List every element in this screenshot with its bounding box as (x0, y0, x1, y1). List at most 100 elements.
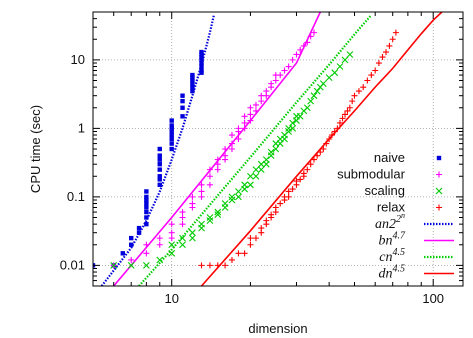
data-point (241, 250, 248, 257)
data-point (168, 249, 176, 257)
data-point (285, 128, 293, 135)
data-point (247, 111, 254, 118)
data-point (189, 229, 196, 237)
y-axis-ticks: 0.01 0.1 1 10 (60, 18, 463, 282)
y-tick-label: 0.1 (67, 189, 85, 204)
legend-label-base: bn (379, 234, 393, 249)
data-point (221, 200, 229, 207)
data-point (214, 208, 222, 216)
data-point (383, 49, 390, 56)
data-point (157, 146, 162, 152)
data-point (281, 67, 288, 74)
data-point (296, 112, 304, 120)
data-point (252, 172, 260, 180)
data-point (228, 140, 235, 147)
data-point (199, 57, 204, 63)
series-naive (93, 49, 204, 268)
data-point (342, 111, 349, 118)
data-point (293, 51, 300, 58)
data-point (319, 80, 327, 88)
data-point (241, 113, 248, 120)
data-point (263, 217, 270, 224)
data-point (277, 200, 284, 207)
data-point (222, 262, 229, 269)
data-point (156, 241, 163, 248)
data-point (247, 117, 254, 124)
data-point (199, 64, 204, 69)
data-point (241, 119, 248, 126)
data-point (293, 178, 300, 185)
data-point (339, 115, 346, 122)
data-point (190, 75, 195, 80)
legend-label: an22n (375, 211, 405, 232)
data-point (252, 235, 259, 242)
data-point (169, 129, 174, 134)
data-point (355, 88, 362, 95)
data-point (228, 196, 236, 204)
data-point (180, 114, 185, 119)
data-point (375, 60, 382, 67)
data-point (289, 186, 296, 193)
data-point (235, 188, 242, 195)
data-point (346, 104, 353, 111)
data-point (331, 69, 339, 77)
data-point (144, 201, 149, 206)
data-point (235, 125, 242, 132)
data-point (206, 217, 214, 225)
data-point (144, 205, 149, 210)
data-point (389, 36, 396, 43)
data-point (285, 63, 292, 70)
data-point (320, 146, 327, 152)
data-point (272, 204, 279, 211)
data-point (310, 29, 317, 36)
data-point (168, 235, 175, 242)
legend-label: bn4.7 (379, 231, 407, 249)
data-point (180, 98, 185, 104)
x-axis-ticks: 10 100 (113, 12, 444, 306)
data-point (199, 70, 204, 75)
data-point (285, 193, 292, 200)
legend-marker (436, 204, 442, 211)
data-point (206, 166, 213, 173)
data-point (179, 214, 186, 221)
data-point (307, 33, 314, 40)
data-point (297, 176, 304, 183)
data-point (179, 221, 186, 228)
data-point (143, 241, 150, 248)
data-point (144, 189, 149, 194)
fit-line (138, 14, 373, 286)
data-point (198, 188, 205, 195)
legend-label-exponent: n (401, 211, 405, 220)
data-point (144, 197, 149, 203)
legend-marker (436, 171, 442, 178)
data-point (169, 146, 174, 152)
data-point (179, 209, 186, 216)
legend-label-base: an2 (375, 217, 396, 232)
y-tick-label: 1 (78, 120, 85, 135)
data-point (144, 194, 149, 200)
data-point (168, 229, 175, 236)
data-point (247, 181, 254, 189)
data-point (379, 54, 386, 61)
series-relax (198, 29, 399, 269)
data-point (328, 132, 335, 139)
legend-label: cn4.5 (379, 247, 405, 265)
data-point (313, 87, 321, 95)
data-point (235, 250, 242, 257)
legend-label-base: dn (379, 267, 393, 282)
legend-label: dn4.5 (379, 264, 406, 282)
data-point (268, 211, 275, 218)
data-point (336, 63, 344, 70)
data-point (360, 84, 367, 91)
data-point (349, 98, 356, 105)
data-point (156, 235, 163, 242)
data-point (199, 49, 204, 55)
data-point (129, 242, 134, 247)
data-point (272, 77, 279, 84)
data-point (157, 182, 162, 188)
data-point (344, 107, 351, 114)
x-tick-label: 10 (164, 291, 178, 306)
data-point (120, 251, 125, 256)
x-tick-label: 100 (422, 291, 444, 306)
data-point (263, 88, 270, 95)
